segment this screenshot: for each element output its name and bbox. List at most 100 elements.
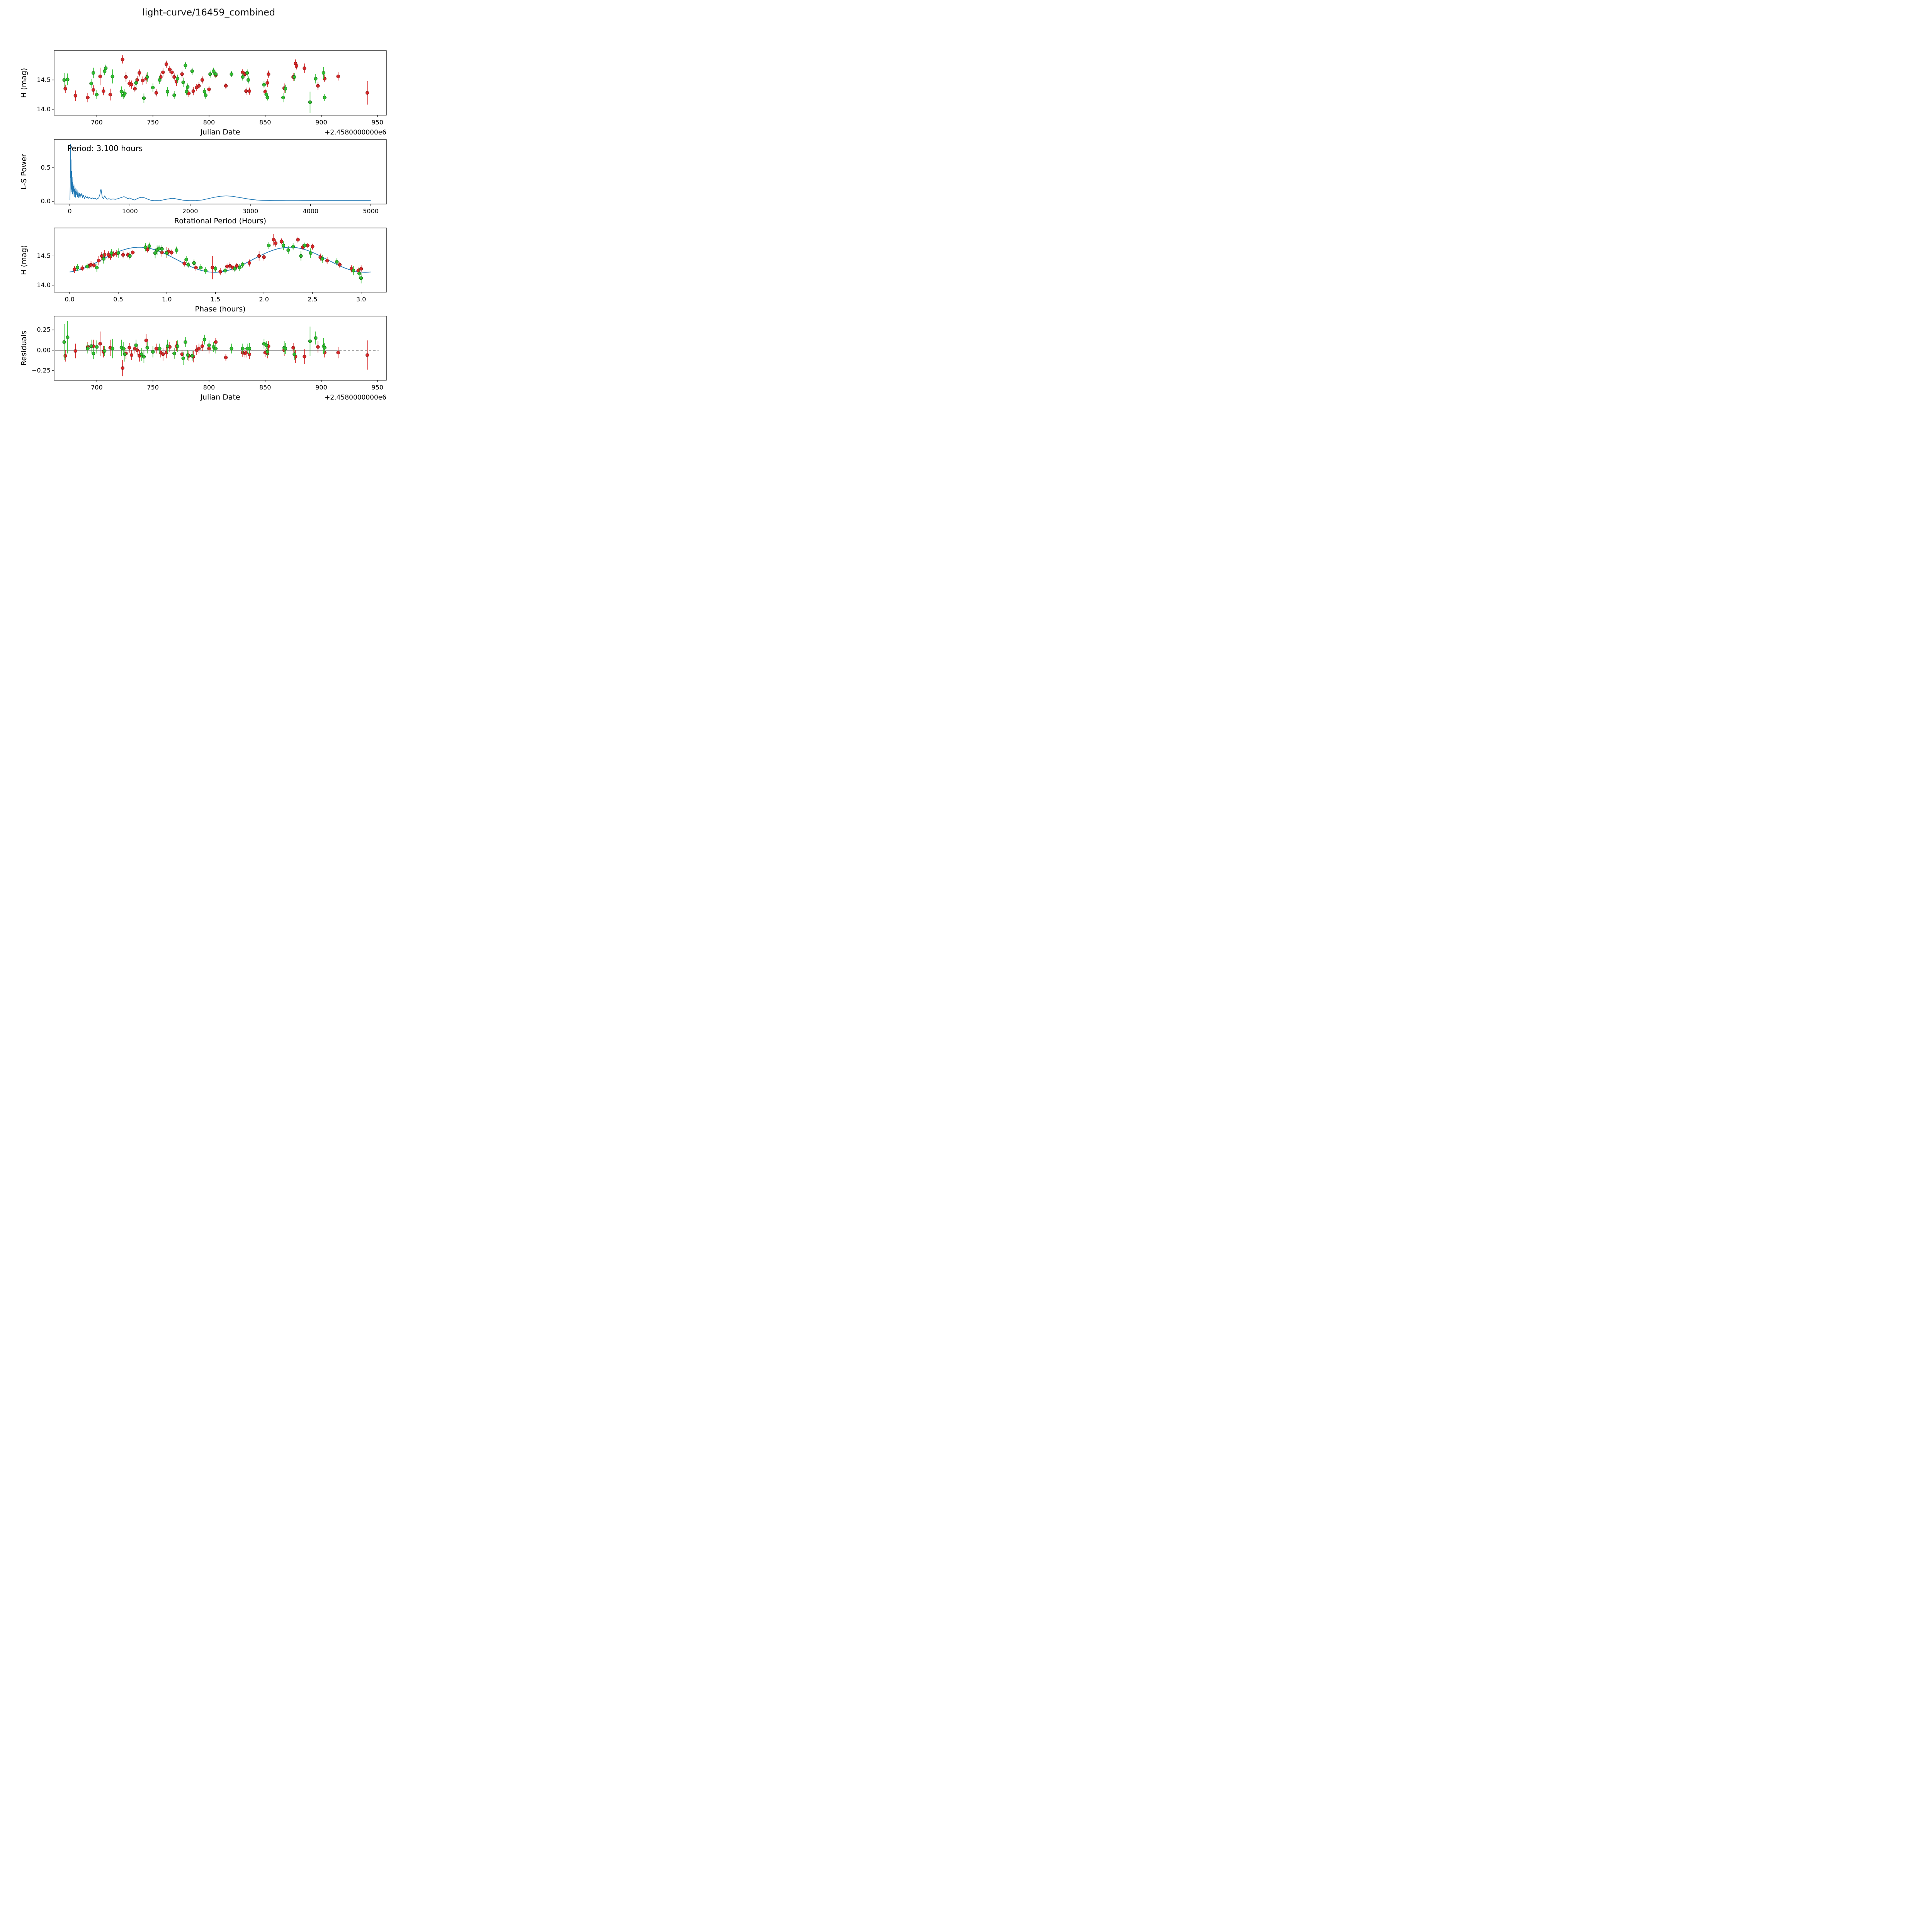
x-tick-label: 850 <box>259 384 271 391</box>
data-point <box>89 263 93 267</box>
data-point <box>197 84 201 88</box>
data-point <box>238 265 242 270</box>
x-tick-label: 950 <box>371 384 383 391</box>
data-point <box>272 238 276 242</box>
data-point <box>104 66 108 70</box>
data-point <box>264 93 268 97</box>
data-point <box>265 350 269 354</box>
data-point <box>321 71 325 75</box>
data-point <box>123 352 127 356</box>
data-point <box>122 347 126 350</box>
x-tick-label: 800 <box>203 384 215 391</box>
data-point <box>172 75 176 79</box>
series-green-points <box>62 321 327 365</box>
data-point <box>257 254 261 258</box>
data-point <box>200 78 204 82</box>
data-point <box>267 243 271 247</box>
data-point <box>308 100 312 104</box>
axes-frame <box>54 316 387 381</box>
data-point <box>244 350 248 355</box>
x-tick-label: 2000 <box>182 207 198 215</box>
data-point <box>281 243 286 247</box>
y-axis-label: L-S Power <box>20 154 28 190</box>
data-point <box>165 90 170 94</box>
data-point <box>291 346 295 350</box>
data-point <box>128 346 131 350</box>
data-point <box>214 340 218 344</box>
data-point <box>228 264 232 268</box>
data-point <box>121 253 125 257</box>
data-point <box>262 83 266 87</box>
data-point <box>180 352 184 356</box>
data-point <box>181 80 185 84</box>
data-point <box>241 263 245 267</box>
data-point <box>102 89 105 93</box>
data-point <box>119 90 123 94</box>
data-point <box>224 84 228 88</box>
x-axis-label: Phase (hours) <box>195 305 245 313</box>
data-point <box>121 366 124 370</box>
y-tick-label: 14.0 <box>37 105 51 113</box>
data-point <box>225 264 229 269</box>
data-point <box>62 78 66 82</box>
data-point <box>158 347 162 350</box>
data-point <box>214 347 218 350</box>
y-tick-label: 0.0 <box>41 197 51 205</box>
data-point <box>293 352 296 356</box>
data-point <box>207 343 211 347</box>
data-point <box>359 267 363 271</box>
data-point <box>218 270 222 274</box>
data-point <box>190 354 194 358</box>
data-point <box>95 93 99 97</box>
x-tick-label: 4000 <box>303 207 318 215</box>
data-point <box>143 245 148 249</box>
y-tick-label: 14.0 <box>37 281 51 289</box>
x-tick-label: 0 <box>68 207 71 215</box>
data-point <box>359 276 363 280</box>
data-point <box>199 265 203 270</box>
data-point <box>338 263 342 267</box>
data-point <box>141 78 145 83</box>
data-point <box>323 77 327 81</box>
data-point <box>157 247 161 250</box>
figure-title: light-curve/16459_combined <box>142 7 275 18</box>
data-point <box>244 89 248 93</box>
data-point <box>323 346 327 350</box>
panel-phased-lightcurve: 0.0 0.5 1.0 1.5 2.0 2.5 3.0 14.0 14.5 Phase (hour… <box>20 228 387 313</box>
data-point <box>204 93 207 97</box>
plot-area-residuals <box>55 321 379 376</box>
data-point <box>89 344 93 348</box>
x-tick-label: 5000 <box>363 207 379 215</box>
data-point <box>316 345 320 349</box>
data-point <box>139 352 144 356</box>
data-point <box>186 263 190 267</box>
data-point <box>134 343 138 347</box>
data-point <box>335 260 339 264</box>
data-point <box>303 355 306 359</box>
y-tick-label: −0.25 <box>32 367 51 374</box>
data-point <box>291 245 295 248</box>
panel-residuals: 700 750 800 850 900 950 −0.25 0.00 0.25 Julian Da… <box>20 316 387 401</box>
data-point <box>80 266 84 270</box>
data-point <box>241 347 245 350</box>
data-point <box>145 248 150 252</box>
y-axis-label: Residuals <box>20 331 28 366</box>
data-point <box>365 353 369 357</box>
data-point <box>62 340 66 344</box>
x-axis-offset-text: +2.4580000000e6 <box>325 129 386 136</box>
data-point <box>170 70 174 74</box>
data-point <box>109 251 114 255</box>
data-point <box>214 72 218 76</box>
x-tick-label: 0.0 <box>65 296 75 303</box>
data-point <box>95 345 99 349</box>
data-point <box>144 338 148 342</box>
data-point <box>286 248 290 252</box>
data-point <box>309 251 313 255</box>
data-point <box>365 91 369 95</box>
data-point <box>86 95 90 100</box>
data-point <box>267 72 270 76</box>
data-point <box>165 251 169 255</box>
data-point <box>92 263 96 267</box>
data-point <box>170 250 173 255</box>
axes-frame <box>54 50 387 116</box>
